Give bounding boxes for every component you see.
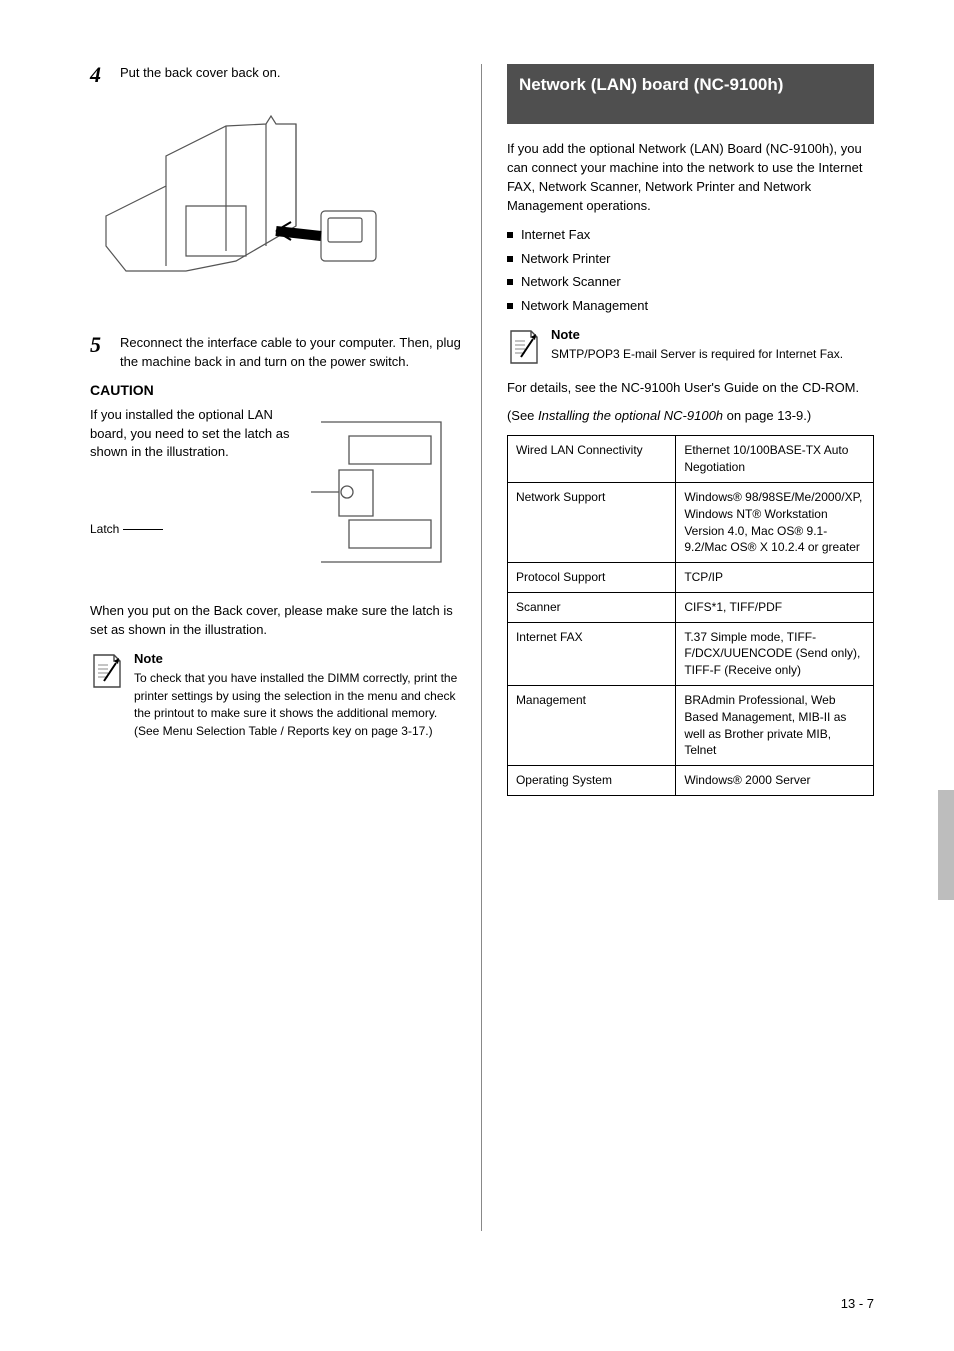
latch-label: Latch [90, 522, 119, 536]
step-text: Put the back cover back on. [120, 64, 280, 86]
step-text: Reconnect the interface cable to your co… [120, 334, 461, 372]
spec-key: Scanner [507, 592, 675, 622]
caution-heading: CAUTION [90, 382, 461, 398]
ref-suffix: on page 13-9.) [723, 408, 811, 423]
page-number: 13 - 7 [841, 1296, 874, 1311]
latch-illustration-icon [301, 412, 461, 572]
page-reference: (See Installing the optional NC-9100h on… [507, 408, 874, 423]
table-row: Internet FAX T.37 Simple mode, TIFF-F/DC… [507, 622, 873, 685]
step-number: 4 [90, 64, 112, 86]
spec-table: Wired LAN Connectivity Ethernet 10/100BA… [507, 435, 874, 796]
table-row: Network Support Windows® 98/98SE/Me/2000… [507, 482, 873, 562]
ref-link: Installing the optional NC-9100h [538, 408, 723, 423]
figure-back-cover [96, 96, 396, 316]
list-item: Internet Fax [507, 225, 874, 245]
details-line: For details, see the NC-9100h User's Gui… [507, 379, 874, 398]
spec-val: T.37 Simple mode, TIFF-F/DCX/UUENCODE (S… [676, 622, 874, 685]
list-item: Network Management [507, 296, 874, 316]
caution-continued: When you put on the Back cover, please m… [90, 602, 461, 640]
spec-key: Internet FAX [507, 622, 675, 685]
list-item: Network Printer [507, 249, 874, 269]
note-icon [90, 651, 124, 691]
back-cover-illustration-icon [96, 96, 396, 316]
note-text: SMTP/POP3 E-mail Server is required for … [551, 346, 874, 363]
section-intro: If you add the optional Network (LAN) Bo… [507, 140, 874, 215]
step-4: 4 Put the back cover back on. [90, 64, 461, 86]
table-row: Wired LAN Connectivity Ethernet 10/100BA… [507, 436, 873, 483]
step-number: 5 [90, 334, 112, 372]
spec-val: BRAdmin Professional, Web Based Manageme… [676, 686, 874, 766]
note-right: Note SMTP/POP3 E-mail Server is required… [507, 327, 874, 367]
column-divider [481, 64, 482, 1231]
table-row: Scanner CIFS*1, TIFF/PDF [507, 592, 873, 622]
spec-key: Wired LAN Connectivity [507, 436, 675, 483]
spec-val: Windows® 2000 Server [676, 766, 874, 796]
step-5: 5 Reconnect the interface cable to your … [90, 334, 461, 372]
spec-val: Windows® 98/98SE/Me/2000/XP, Windows NT®… [676, 482, 874, 562]
spec-val: CIFS*1, TIFF/PDF [676, 592, 874, 622]
right-column: Network (LAN) board (NC-9100h) If you ad… [493, 64, 874, 1311]
chapter-tab [938, 790, 954, 900]
note-text: To check that you have installed the DIM… [134, 670, 461, 740]
list-item: Network Scanner [507, 272, 874, 292]
table-row: Protocol Support TCP/IP [507, 563, 873, 593]
feature-list: Internet Fax Network Printer Network Sca… [507, 225, 874, 315]
spec-key: Management [507, 686, 675, 766]
table-row: Management BRAdmin Professional, Web Bas… [507, 686, 873, 766]
spec-val: Ethernet 10/100BASE-TX Auto Negotiation [676, 436, 874, 483]
note-left: Note To check that you have installed th… [90, 651, 461, 740]
spec-key: Protocol Support [507, 563, 675, 593]
spec-key: Operating System [507, 766, 675, 796]
chapter-tab-label [918, 790, 932, 900]
note-heading: Note [551, 327, 874, 342]
left-column: 4 Put the back cover back on. 5 Reconnec… [90, 64, 471, 1311]
section-title: Network (LAN) board (NC-9100h) [507, 64, 874, 124]
figure-latch [301, 412, 461, 572]
note-heading: Note [134, 651, 461, 666]
ref-prefix: (See [507, 408, 538, 423]
spec-val: TCP/IP [676, 563, 874, 593]
table-row: Operating System Windows® 2000 Server [507, 766, 873, 796]
note-icon [507, 327, 541, 367]
caution-block: If you installed the optional LAN board,… [90, 406, 461, 590]
spec-key: Network Support [507, 482, 675, 562]
